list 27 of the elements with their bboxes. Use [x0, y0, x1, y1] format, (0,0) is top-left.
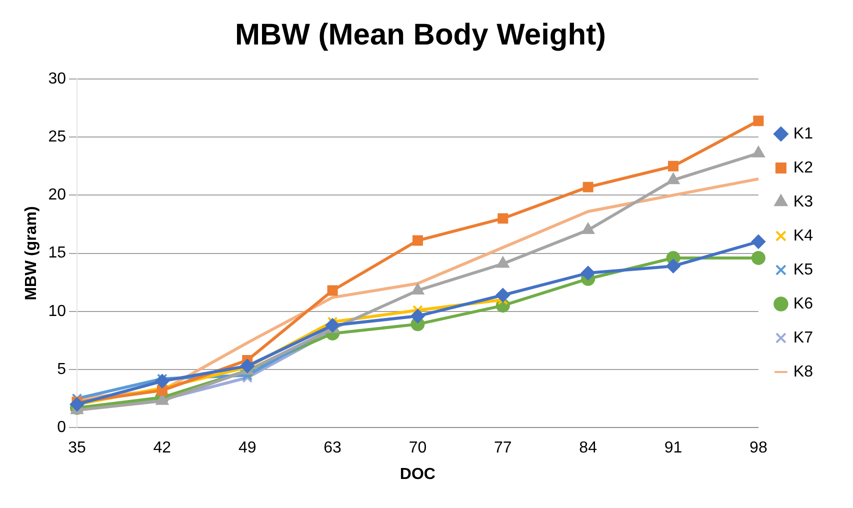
x-tick-label: 70	[408, 440, 427, 457]
x-tick-label: 91	[664, 440, 682, 457]
legend-label: K4	[793, 227, 814, 244]
y-tick-label: 5	[57, 360, 66, 378]
chart-title: MBW (Mean Body Weight)	[234, 18, 606, 52]
x-tick-label: 42	[153, 440, 172, 457]
x-tick-label: 49	[238, 440, 256, 457]
legend-label: K5	[793, 261, 814, 278]
x-tick-label: 98	[750, 440, 768, 457]
x-tick-label: 35	[68, 440, 86, 457]
legend-label: K8	[793, 363, 814, 380]
x-axis-title: DOC	[400, 466, 436, 483]
y-tick-label: 25	[48, 128, 66, 146]
y-tick-label: 20	[48, 186, 66, 204]
legend-label: K1	[793, 125, 814, 142]
x-tick-label: 63	[324, 440, 342, 457]
y-tick-label: 0	[57, 419, 66, 436]
legend-label: K7	[793, 329, 814, 346]
legend-label: K2	[793, 159, 814, 176]
legend-label: K3	[793, 193, 814, 210]
legend-label: K6	[793, 295, 814, 312]
x-tick-label: 77	[494, 440, 512, 457]
y-axis-title: MBW (gram)	[23, 206, 40, 300]
y-tick-label: 10	[48, 302, 66, 320]
y-tick-label: 15	[48, 244, 66, 262]
y-tick-label: 30	[48, 70, 66, 88]
x-tick-label: 84	[579, 440, 598, 457]
